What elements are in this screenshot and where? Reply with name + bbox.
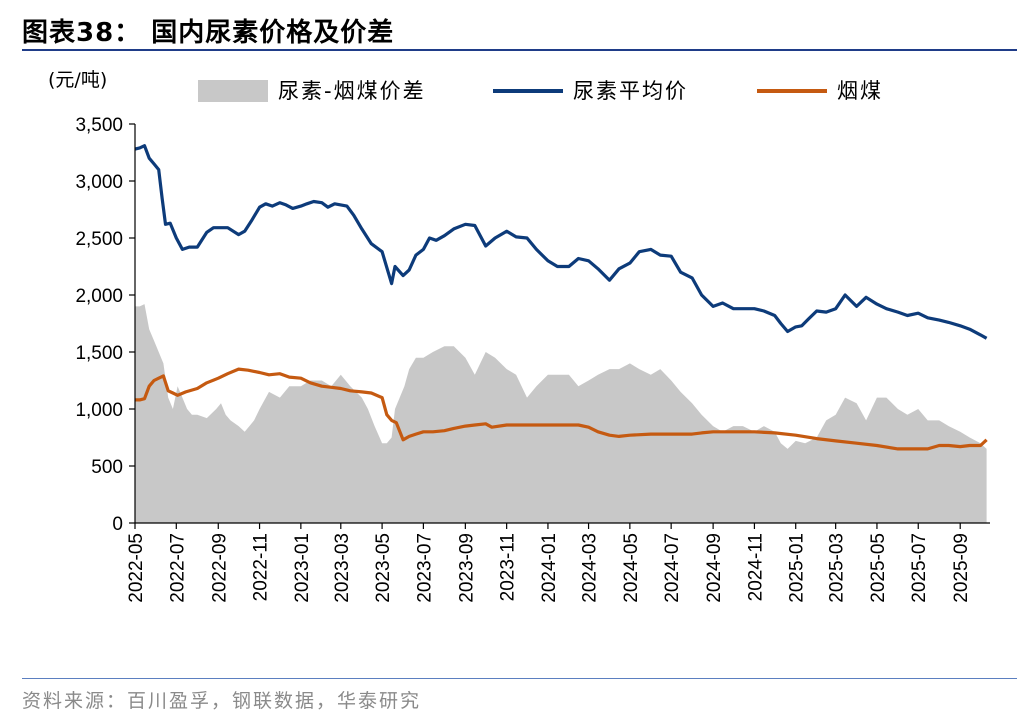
- legend-label-coal: 烟煤: [837, 79, 883, 103]
- price-chart: (元/吨) 尿素-烟煤价差 尿素平均价 烟煤 0 500 1,000 1,500 2,0…: [48, 69, 990, 603]
- y-tick-label: 3,000: [75, 172, 123, 193]
- x-tick-label: 2023-05: [373, 533, 394, 603]
- x-tick-label: 2024-11: [745, 533, 766, 601]
- x-tick-label: 2024-01: [539, 533, 560, 603]
- x-tick-label: 2024-03: [580, 533, 601, 603]
- y-tick-label: 0: [112, 514, 123, 535]
- series-line-urea: [134, 144, 988, 340]
- y-tick-label: 3,500: [75, 115, 123, 136]
- legend-swatch-spread: [198, 80, 268, 102]
- x-tick-label: 2025-09: [951, 533, 972, 603]
- x-tick-label: 2025-05: [868, 533, 889, 603]
- x-tick-label: 2022-07: [167, 533, 188, 603]
- x-tick-label: 2023-03: [332, 533, 353, 603]
- x-tick-label: 2024-05: [621, 533, 642, 603]
- x-tick-label: 2022-05: [126, 533, 147, 603]
- footer-divider: [22, 678, 1017, 679]
- y-tick-label: 2,000: [75, 286, 123, 307]
- page-title: 图表38： 国内尿素价格及价差: [22, 18, 395, 48]
- legend-label-spread: 尿素-烟煤价差: [278, 79, 426, 103]
- x-tick-label: 2023-09: [456, 533, 477, 603]
- legend-label-urea: 尿素平均价: [573, 79, 688, 103]
- series-area-spread: [135, 304, 987, 523]
- series-line-coal: [135, 367, 988, 451]
- x-tick-label: 2024-09: [704, 533, 725, 603]
- x-tick-label: 2022-09: [209, 533, 230, 603]
- y-axis-unit: (元/吨): [48, 69, 107, 91]
- x-tick-label: 2024-07: [662, 533, 683, 603]
- x-tick-label: 2023-07: [414, 533, 435, 603]
- y-tick-label: 1,500: [75, 343, 123, 364]
- y-tick-label: 1,000: [75, 400, 123, 421]
- x-tick-label: 2025-01: [787, 533, 808, 603]
- x-tick-label: 2022-11: [251, 533, 272, 601]
- x-tick-label: 2023-01: [292, 533, 313, 603]
- x-tick-label: 2023-11: [498, 533, 519, 601]
- x-tick-label: 2025-07: [909, 533, 930, 603]
- y-tick-label: 2,500: [75, 229, 123, 250]
- y-tick-label: 500: [91, 457, 123, 478]
- x-tick-label: 2025-03: [827, 533, 848, 603]
- source-note: 资料来源：百川盈孚，钢联数据，华泰研究: [22, 690, 422, 712]
- title-divider: [22, 49, 1017, 51]
